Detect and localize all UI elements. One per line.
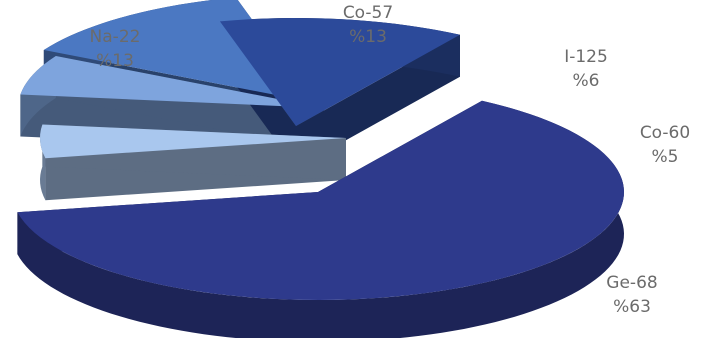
pie-labels: Ge-68 %63 Na-22 %13 Co-57 %13 I-125 %6 Co-60 %5 — [90, 3, 691, 317]
slice-label-name: I-125 — [564, 47, 608, 67]
slice-label-name: Na-22 — [90, 27, 141, 47]
slice-label-percent: %63 — [613, 297, 651, 317]
slice-label-name: Ge-68 — [606, 273, 657, 293]
slice-label-name: Co-60 — [640, 123, 690, 143]
slice-label-percent: %6 — [573, 71, 600, 91]
pie-slice-co-60 — [40, 124, 346, 159]
pie-slice-i-125 — [20, 55, 324, 108]
pie-slice-ge-68 — [17, 100, 624, 300]
pie-slice-na-22 — [219, 18, 460, 126]
slice-label-name: Co-57 — [343, 3, 393, 23]
slice-label-percent: %13 — [96, 51, 134, 71]
slice-label-percent: %13 — [349, 27, 387, 47]
slice-label-percent: %5 — [652, 147, 679, 167]
pie-tops — [17, 0, 624, 300]
